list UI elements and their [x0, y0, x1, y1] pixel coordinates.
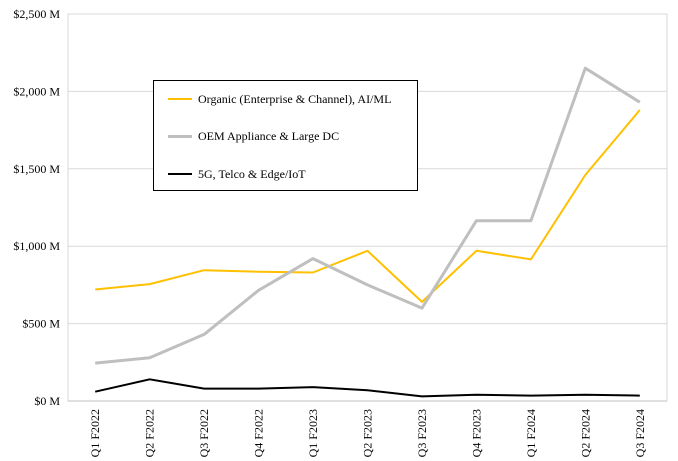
legend-label-organic: Organic (Enterprise & Channel), AI/ML — [198, 91, 392, 106]
y-tick-label: $500 M — [22, 317, 60, 331]
legend-item-organic: Organic (Enterprise & Channel), AI/ML — [168, 91, 391, 107]
plot-border — [67, 13, 668, 402]
y-tick-label: $0 M — [34, 394, 60, 408]
x-tick-label: Q2 F2022 — [143, 409, 157, 457]
x-tick-label: Q3 F2022 — [197, 409, 211, 457]
legend-swatch-organic — [168, 98, 192, 100]
x-axis-tick-labels: Q1 F2022 Q2 F2022 Q3 F2022 Q4 F2022 Q1 F2023… — [88, 409, 647, 457]
legend-label-5g: 5G, Telco & Edge/IoT — [198, 166, 306, 181]
legend-item-5g: 5G, Telco & Edge/IoT — [168, 166, 306, 182]
legend-item-oem: OEM Appliance & Large DC — [168, 128, 339, 144]
x-tick-label: Q3 F2023 — [415, 409, 429, 457]
x-tick-label: Q3 F2024 — [633, 409, 647, 457]
y-tick-label: $2,000 M — [13, 84, 60, 98]
legend: Organic (Enterprise & Channel), AI/ML OE… — [153, 80, 418, 191]
series-line-0 — [95, 109, 641, 303]
series-line-2 — [94, 378, 640, 398]
legend-swatch-5g — [168, 173, 192, 175]
legend-label-oem: OEM Appliance & Large DC — [198, 128, 340, 143]
legend-swatch-oem — [168, 134, 192, 138]
y-tick-label: $2,500 M — [13, 7, 60, 21]
y-axis-tick-labels: $0 M $500 M $1,000 M $1,500 M $2,000 M $2,500… — [13, 7, 60, 408]
plot-area — [67, 13, 668, 402]
y-tick-label: $1,500 M — [13, 162, 60, 176]
series-line-1 — [95, 66, 641, 365]
x-tick-label: Q2 F2023 — [361, 409, 375, 457]
y-tick-label: $1,000 M — [13, 239, 60, 253]
x-tick-label: Q1 F2022 — [88, 409, 102, 457]
x-tick-label: Q4 F2023 — [469, 409, 483, 457]
gridlines — [68, 13, 667, 402]
x-tick-label: Q4 F2022 — [252, 409, 266, 457]
x-tick-label: Q2 F2024 — [578, 409, 592, 457]
series-lines — [94, 66, 641, 398]
x-tick-label: Q1 F2023 — [306, 409, 320, 457]
x-tick-label: Q1 F2024 — [524, 409, 538, 457]
